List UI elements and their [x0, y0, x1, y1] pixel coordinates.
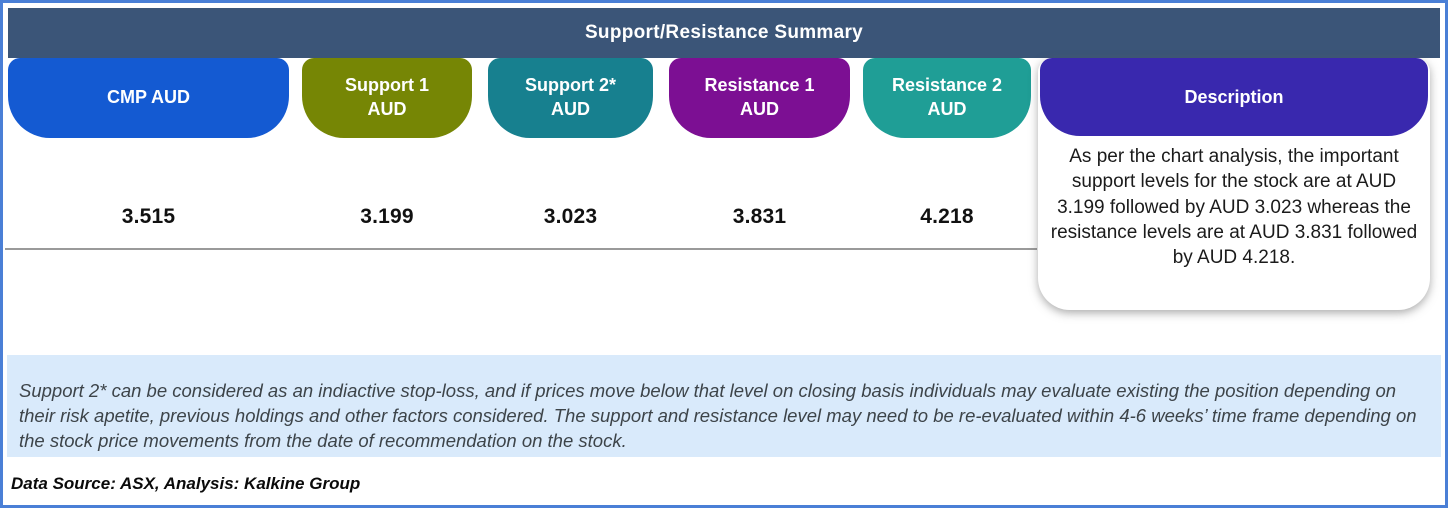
footnote-box: Support 2* can be considered as an india… — [7, 355, 1441, 457]
column-header-label: AUD — [367, 99, 407, 119]
column-header-label: CMP AUD — [106, 87, 190, 108]
value-cmp: 3.515 — [121, 205, 176, 228]
column-header-label: AUD — [551, 99, 590, 119]
column-header-resistance2: Resistance 2 AUD — [863, 58, 1031, 138]
value-support2: 3.023 — [543, 205, 598, 228]
column-header-label: Support 2* — [524, 75, 616, 96]
column-header-label: AUD — [927, 99, 967, 119]
column-header-support2: Support 2* AUD — [488, 58, 653, 138]
column-header-cmp: CMP AUD — [8, 58, 289, 138]
description-text: As per the chart analysis, the important… — [1050, 146, 1418, 269]
column-header-label: Description — [1184, 86, 1284, 107]
column-header-label: Resistance 2 — [891, 75, 1003, 96]
row-separator — [5, 248, 1037, 250]
value-resistance1: 3.831 — [732, 205, 787, 228]
value-resistance2: 4.218 — [920, 205, 974, 228]
page-title: Support/Resistance Summary — [584, 22, 864, 43]
column-header-resistance1: Resistance 1 AUD — [669, 58, 850, 138]
column-header-label: AUD — [740, 99, 779, 119]
footnote-text: Support 2* can be considered as an india… — [19, 380, 1417, 451]
description-card: Description As per the chart analysis, t… — [1038, 58, 1430, 310]
value-support1: 3.199 — [360, 205, 414, 228]
column-header-description: Description — [1040, 58, 1428, 136]
title-bar: Support/Resistance Summary — [8, 8, 1440, 58]
column-header-label: Support 1 — [345, 75, 429, 96]
column-header-label: Resistance 1 — [704, 75, 815, 96]
data-source-line: Data Source: ASX, Analysis: Kalkine Grou… — [11, 474, 361, 493]
column-header-support1: Support 1 AUD — [302, 58, 472, 138]
